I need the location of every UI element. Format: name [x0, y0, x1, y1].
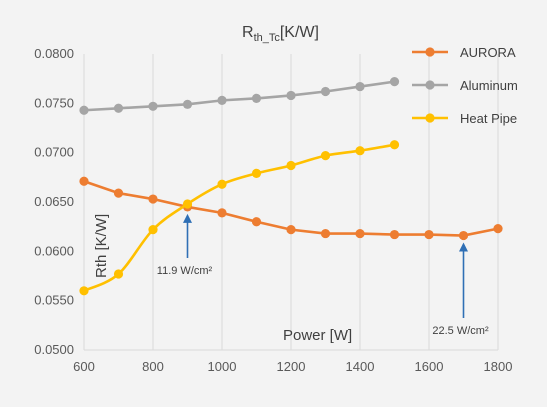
heat-pipe-marker: [286, 160, 296, 171]
x-tick-label: 1000: [208, 359, 237, 374]
legend-marker-heat-pipe: [425, 113, 435, 123]
aurora-marker: [424, 229, 434, 240]
aurora-marker: [217, 208, 227, 218]
heat-pipe-line: [83, 143, 395, 292]
annotation-arrowhead: [183, 213, 192, 223]
annotation-arrowhead: [459, 242, 468, 252]
heat-pipe-marker: [251, 168, 262, 178]
heat-pipe-marker: [355, 146, 365, 156]
legend: AURORA Aluminum Heat Pipe: [412, 45, 518, 126]
aluminum-marker: [389, 77, 400, 87]
aurora-marker: [458, 230, 469, 241]
x-tick-label: 1800: [484, 359, 513, 374]
annotations: 11.9 W/cm² 22.5 W/cm²: [157, 213, 489, 337]
y-tick-label: 0.0600: [34, 243, 74, 258]
y-tick-label: 0.0650: [34, 194, 74, 209]
aluminum-marker: [320, 86, 331, 97]
aurora-marker: [320, 228, 331, 239]
y-tick-label: 0.0550: [34, 293, 74, 308]
heat-pipe-marker: [148, 225, 158, 235]
annotation-label: 11.9 W/cm²: [157, 265, 213, 277]
aurora-marker: [79, 176, 89, 186]
series-layer: [79, 77, 503, 296]
x-axis-label: Power [W]: [283, 327, 352, 344]
title-subscript: th_Tc: [254, 32, 281, 44]
aluminum-marker: [148, 101, 158, 111]
chart-title: Rth_Tc[K/W]: [242, 24, 319, 44]
x-tick-label: 600: [73, 359, 95, 374]
aluminum-marker: [217, 95, 227, 105]
y-tick-label: 0.0800: [34, 46, 74, 61]
x-tick-label: 1200: [277, 359, 306, 374]
aluminum-marker: [182, 99, 193, 109]
y-tick-label: 0.0500: [34, 342, 74, 357]
legend-marker-aluminum: [425, 80, 435, 90]
heat-pipe-marker: [79, 286, 89, 296]
aurora-marker: [113, 188, 124, 198]
aurora-marker: [148, 194, 158, 204]
x-tick-label: 1600: [415, 359, 444, 374]
legend-label-heat-pipe: Heat Pipe: [460, 111, 517, 126]
annotation-label: 22.5 W/cm²: [432, 325, 489, 337]
legend-marker-aurora: [425, 47, 435, 57]
heat-pipe-marker: [320, 151, 331, 161]
aurora-marker: [389, 229, 400, 240]
x-tick-label: 800: [142, 359, 164, 374]
aurora-marker: [286, 225, 296, 235]
aluminum-marker: [355, 81, 365, 92]
title-main: R: [242, 24, 254, 41]
aluminum-line: [83, 80, 395, 112]
aluminum-marker: [251, 93, 262, 103]
legend-label-aluminum: Aluminum: [460, 78, 518, 93]
y-axis-ticks: 0.0500 0.0550 0.0600 0.0650 0.0700 0.0750 0.08…: [34, 46, 74, 357]
x-tick-label: 1400: [346, 359, 375, 374]
aluminum-marker: [113, 103, 124, 113]
aluminum-marker: [79, 105, 89, 115]
y-axis-label: Rth [K/W]: [93, 214, 110, 278]
heat-pipe-marker: [217, 179, 227, 189]
heat-pipe-marker: [389, 140, 400, 150]
aurora-marker: [493, 224, 503, 234]
y-tick-label: 0.0700: [34, 145, 74, 160]
x-axis-ticks: 600 800 1000 1200 1400 1600 1800: [73, 359, 512, 374]
y-tick-label: 0.0750: [34, 95, 74, 110]
legend-label-aurora: AURORA: [460, 45, 516, 60]
aurora-marker: [355, 228, 365, 239]
title-unit: [K/W]: [280, 24, 319, 41]
aurora-marker: [251, 217, 262, 227]
heat-pipe-marker: [113, 269, 124, 279]
aluminum-marker: [286, 90, 296, 101]
heat-pipe-marker: [182, 199, 193, 209]
